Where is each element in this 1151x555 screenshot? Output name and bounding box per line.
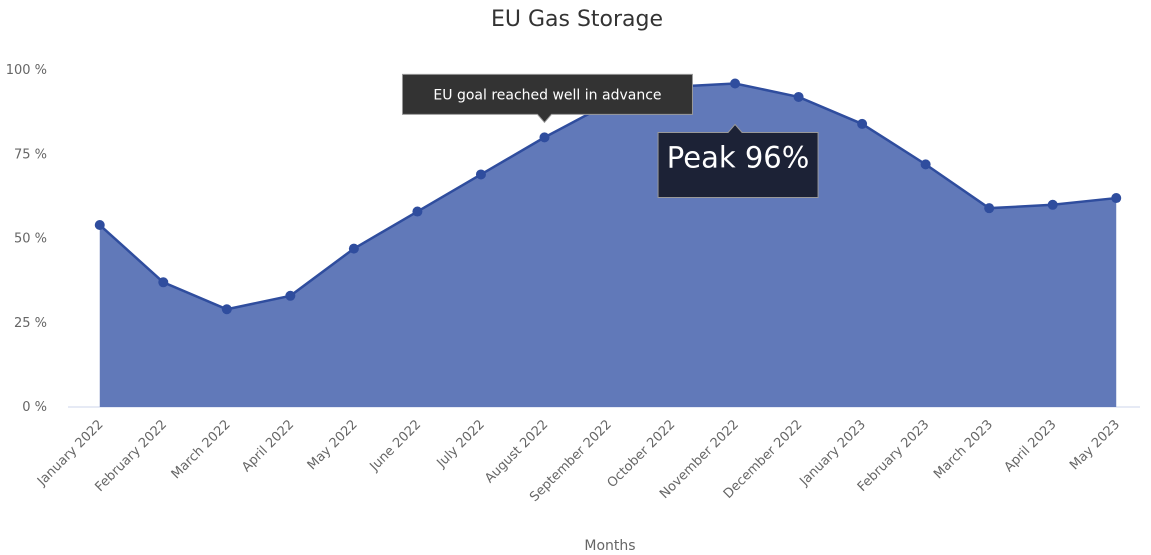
chart-title: EU Gas Storage [491,7,663,32]
annotation: Peak 96% [657,123,819,198]
annotation-label: Peak 96% [667,140,810,174]
x-tick-label: January 2022 [34,417,106,489]
x-tick-label: January 2023 [796,417,868,489]
marker [984,203,995,214]
x-tick-label: April 2022 [239,417,297,475]
x-axis-title: Months [584,538,635,554]
x-tick-label: March 2023 [931,417,996,482]
y-tick-label: 50 % [14,232,47,247]
x-tick-label: July 2022 [434,417,488,471]
marker [475,169,486,180]
annotation-box [401,73,693,124]
marker [221,304,232,315]
marker [158,277,169,288]
y-tick-label: 25 % [14,316,47,331]
x-tick-label: March 2022 [169,417,234,482]
x-tick-label: June 2022 [367,417,425,475]
x-tick-label: May 2023 [1067,417,1123,473]
marker [412,206,423,217]
annotation: EU goal reached well in advance [401,73,693,124]
marker [1047,199,1058,210]
area [99,83,1117,407]
x-tick-label: April 2023 [1002,417,1060,475]
marker [94,220,105,231]
y-tick-label: 0 % [22,400,47,415]
marker [857,118,868,129]
marker [285,290,296,301]
y-tick-label: 75 % [14,147,47,162]
marker [793,91,804,102]
x-tick-label: May 2022 [305,417,361,473]
marker [920,159,931,170]
marker [1111,193,1122,204]
annotation-label: EU goal reached well in advance [433,87,661,103]
annotation-box [657,123,819,198]
x-tick-label: August 2022 [482,417,551,486]
marker [730,78,741,89]
marker [539,132,550,143]
y-tick-label: 100 % [6,63,47,78]
marker [348,243,359,254]
